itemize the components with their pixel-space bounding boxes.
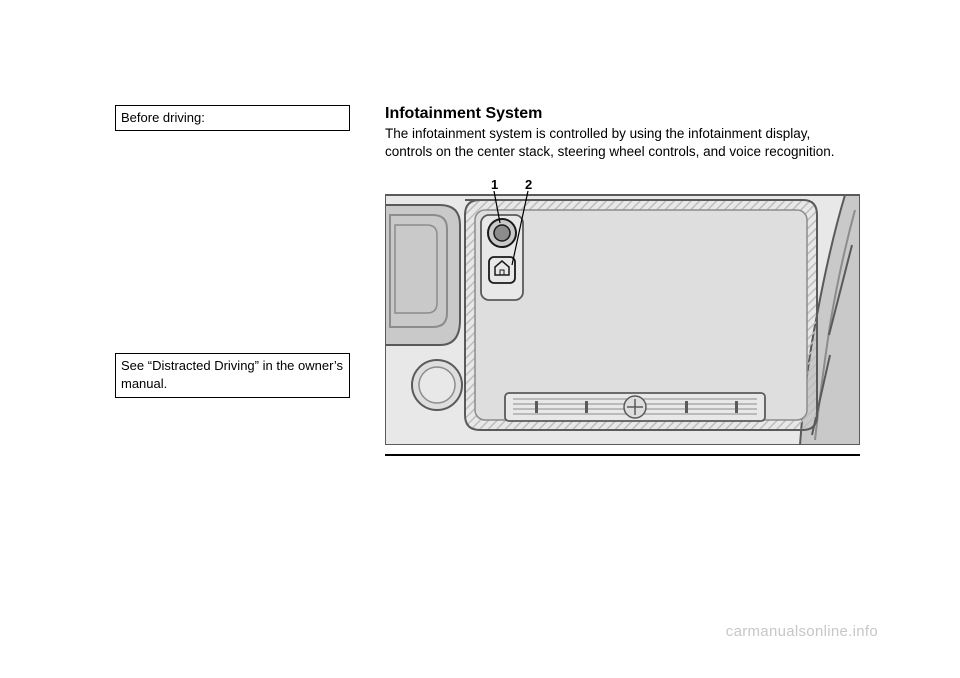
watermark: carmanualsonline.info — [726, 623, 878, 640]
infotainment-title: Infotainment System — [385, 105, 860, 123]
infotainment-diagram: 1 2 — [385, 175, 860, 445]
divider-line — [385, 454, 860, 456]
dashboard-svg — [385, 175, 860, 445]
manual-reference: See “Distracted Driving” in the owner’s … — [115, 353, 350, 397]
warning-before-driving: Before driving: — [115, 105, 350, 131]
diagram-label-1: 1 — [491, 177, 498, 192]
diagram-label-2: 2 — [525, 177, 532, 192]
infotainment-desc: The infotainment system is controlled by… — [385, 125, 860, 161]
